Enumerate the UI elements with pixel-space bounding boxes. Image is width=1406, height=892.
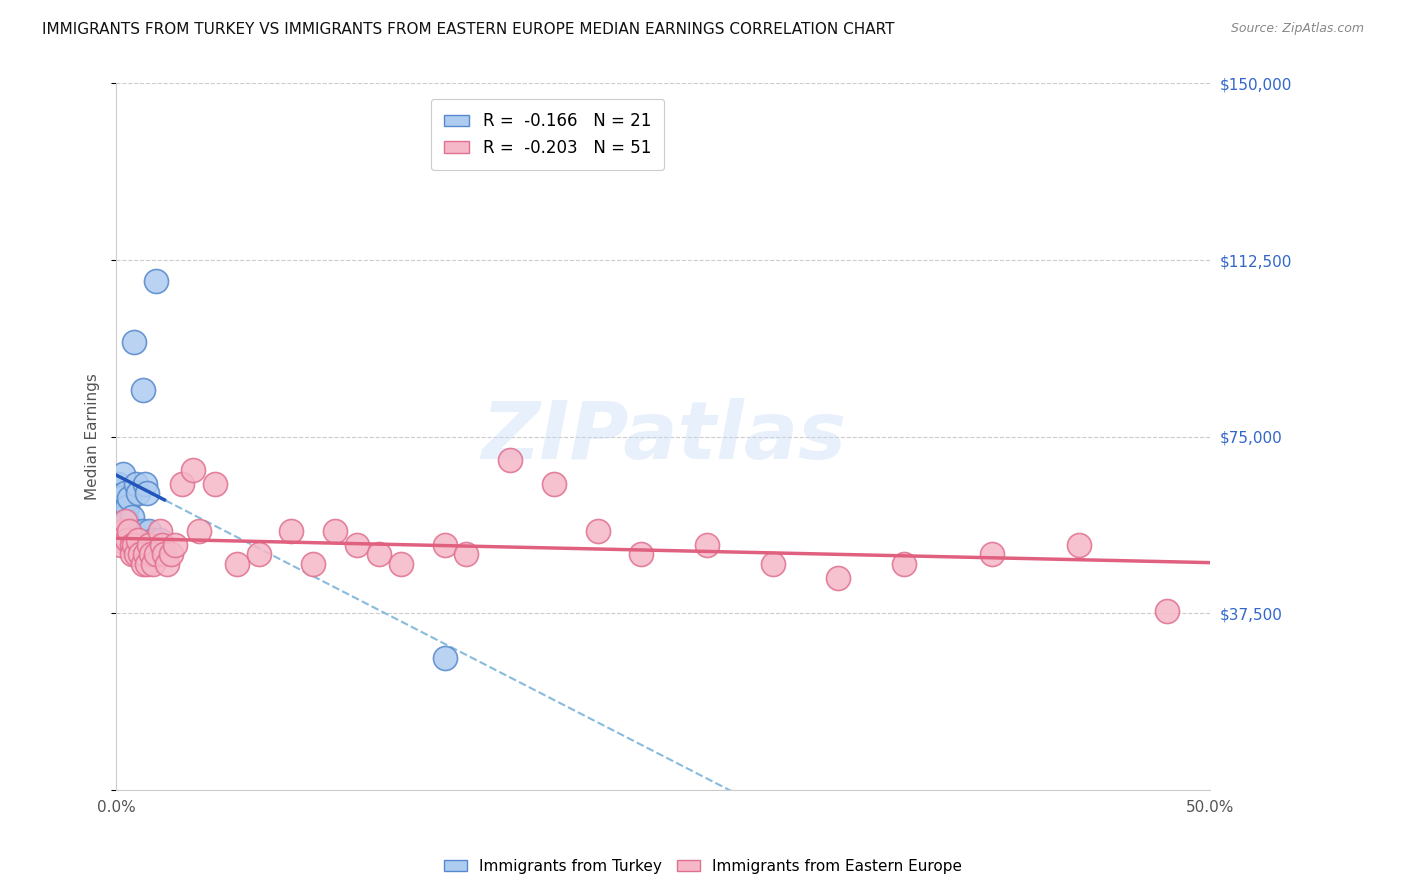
Point	[118, 524, 141, 538]
Point	[389, 557, 412, 571]
Point	[110, 491, 132, 505]
Point	[499, 453, 522, 467]
Text: Source: ZipAtlas.com: Source: ZipAtlas.com	[1230, 22, 1364, 36]
Point	[141, 547, 163, 561]
Point	[138, 524, 160, 538]
Point	[204, 476, 226, 491]
Point	[980, 547, 1002, 561]
Point	[122, 335, 145, 350]
Point	[433, 538, 456, 552]
Point	[127, 533, 149, 548]
Point	[456, 547, 478, 561]
Point	[127, 486, 149, 500]
Legend: Immigrants from Turkey, Immigrants from Eastern Europe: Immigrants from Turkey, Immigrants from …	[437, 853, 969, 880]
Point	[115, 515, 138, 529]
Point	[155, 557, 177, 571]
Point	[160, 547, 183, 561]
Point	[150, 538, 173, 552]
Legend: R =  -0.166   N = 21, R =  -0.203   N = 51: R = -0.166 N = 21, R = -0.203 N = 51	[432, 99, 665, 169]
Point	[145, 547, 167, 561]
Point	[1156, 604, 1178, 618]
Point	[827, 571, 849, 585]
Point	[893, 557, 915, 571]
Point	[586, 524, 609, 538]
Point	[149, 524, 172, 538]
Text: ZIPatlas: ZIPatlas	[481, 398, 846, 475]
Point	[696, 538, 718, 552]
Point	[121, 509, 143, 524]
Point	[135, 557, 157, 571]
Point	[170, 476, 193, 491]
Point	[131, 383, 153, 397]
Point	[145, 274, 167, 288]
Point	[131, 557, 153, 571]
Point	[225, 557, 247, 571]
Point	[149, 533, 172, 548]
Point	[111, 467, 134, 482]
Text: IMMIGRANTS FROM TURKEY VS IMMIGRANTS FROM EASTERN EUROPE MEDIAN EARNINGS CORRELA: IMMIGRANTS FROM TURKEY VS IMMIGRANTS FRO…	[42, 22, 894, 37]
Point	[302, 557, 325, 571]
Point	[188, 524, 211, 538]
Point	[367, 547, 389, 561]
Point	[115, 500, 138, 515]
Point	[129, 547, 152, 561]
Point	[121, 547, 143, 561]
Point	[630, 547, 652, 561]
Point	[346, 538, 368, 552]
Point	[121, 538, 143, 552]
Point	[142, 557, 165, 571]
Point	[323, 524, 346, 538]
Point	[142, 533, 165, 548]
Point	[153, 547, 176, 561]
Point	[181, 462, 204, 476]
Point	[110, 538, 132, 552]
Point	[114, 486, 136, 500]
Point	[114, 528, 136, 542]
Point	[111, 509, 134, 524]
Point	[543, 476, 565, 491]
Point	[280, 524, 302, 538]
Y-axis label: Median Earnings: Median Earnings	[86, 373, 100, 500]
Point	[111, 524, 134, 538]
Point	[134, 476, 156, 491]
Point	[122, 524, 145, 538]
Point	[107, 476, 129, 491]
Point	[138, 538, 160, 552]
Point	[110, 500, 132, 515]
Point	[107, 533, 129, 548]
Point	[135, 486, 157, 500]
Point	[114, 515, 136, 529]
Point	[125, 547, 148, 561]
Point	[165, 538, 187, 552]
Point	[115, 533, 138, 548]
Point	[433, 651, 456, 665]
Point	[122, 538, 145, 552]
Point	[762, 557, 785, 571]
Point	[1069, 538, 1091, 552]
Point	[125, 476, 148, 491]
Point	[131, 524, 153, 538]
Point	[118, 491, 141, 505]
Point	[247, 547, 270, 561]
Point	[134, 547, 156, 561]
